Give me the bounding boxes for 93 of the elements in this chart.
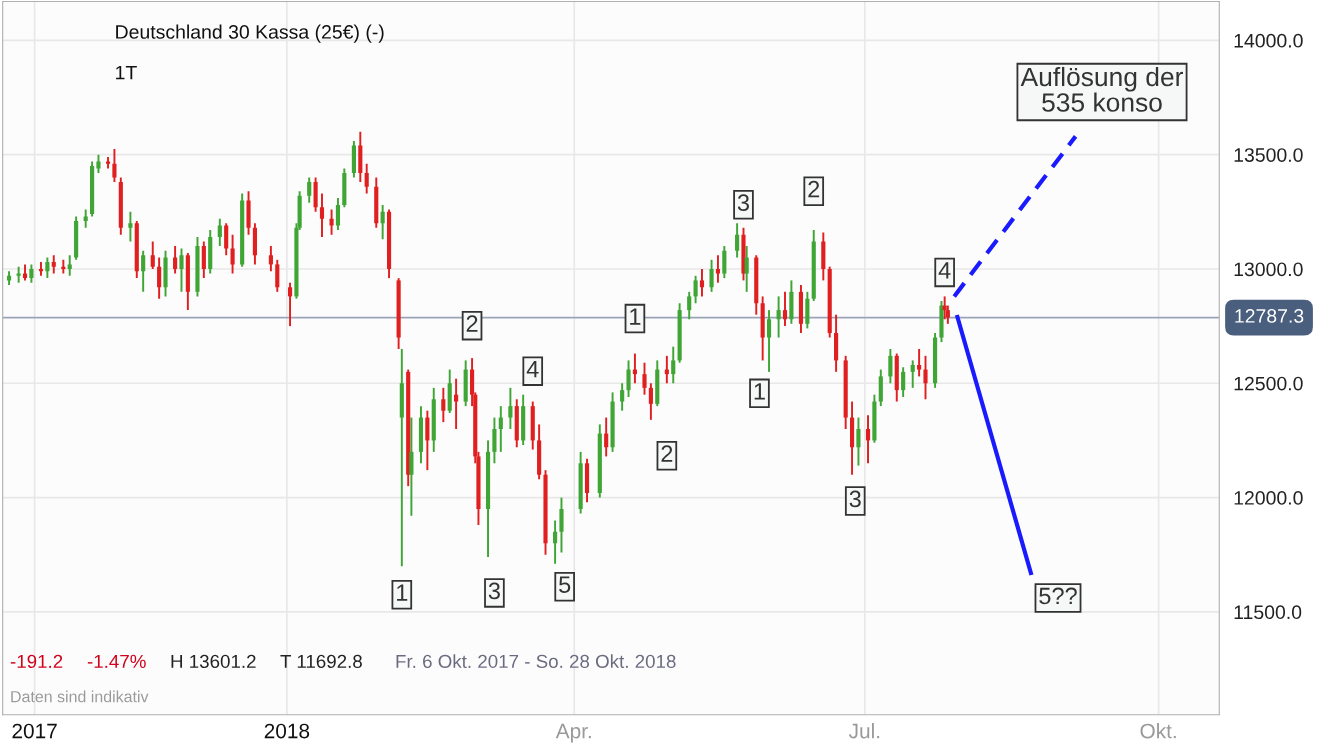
candlestick xyxy=(508,386,513,430)
candlestick xyxy=(268,245,273,273)
candlestick xyxy=(319,192,325,238)
candlestick xyxy=(715,254,721,284)
candlestick xyxy=(275,258,280,293)
candlestick xyxy=(604,416,609,458)
candlestick xyxy=(699,268,705,298)
candlestick xyxy=(67,254,72,277)
candlestick xyxy=(364,162,369,195)
text: Deutschland 30 Kassa (25€) (-) xyxy=(116,24,384,43)
annotation: -191.2 xyxy=(10,654,63,669)
candlestick xyxy=(735,222,740,259)
candlestick xyxy=(307,176,312,204)
y-tick-label: 12500.0 xyxy=(1234,376,1303,391)
annotation: H 13601.2 xyxy=(171,654,256,669)
candlestick xyxy=(865,414,871,465)
y-tick-label: 11500.0 xyxy=(1234,605,1302,620)
candlestick xyxy=(693,274,698,305)
candlestick xyxy=(782,290,788,328)
annotation: Daten sind indikativ xyxy=(11,690,149,703)
candlestick xyxy=(335,197,341,232)
annotation: 1 xyxy=(754,383,765,400)
y-tick-label: 13500.0 xyxy=(1234,148,1303,162)
candlestick xyxy=(642,361,647,396)
candlestick xyxy=(83,208,88,229)
candlestick xyxy=(553,519,558,565)
candlestick xyxy=(409,416,414,517)
y-tick-label: 13000.0 xyxy=(1234,262,1303,277)
candlestick xyxy=(776,295,781,339)
candlestick xyxy=(128,210,133,243)
candlestick xyxy=(923,354,928,401)
annotation: 3 xyxy=(488,582,500,600)
annotation: 4 xyxy=(938,262,951,279)
candlestick xyxy=(201,240,206,280)
annotation: 1 xyxy=(397,584,408,601)
annotation: 5 xyxy=(559,576,571,594)
annotation: 2 xyxy=(808,180,820,198)
annotation: 2 xyxy=(661,445,673,462)
candlestick xyxy=(45,256,50,280)
candlestick xyxy=(150,240,155,270)
candlestick xyxy=(498,405,503,453)
candlestick xyxy=(671,345,676,385)
x-tick-label: 2017 xyxy=(12,723,57,739)
candlestick xyxy=(901,366,906,398)
y-tick-label: 12000.0 xyxy=(1234,491,1303,505)
candlestick xyxy=(29,263,34,284)
candlestick xyxy=(492,416,497,465)
candlestick xyxy=(141,249,146,293)
annotation: 3 xyxy=(737,194,750,212)
candlestick xyxy=(709,258,714,293)
candlestick xyxy=(620,382,625,412)
candlestick xyxy=(910,359,915,389)
candlestick xyxy=(179,247,184,293)
candlestick xyxy=(766,309,772,373)
candlestick xyxy=(454,377,459,430)
annotation: -1.47% xyxy=(87,654,146,668)
candlestick xyxy=(425,409,430,472)
candlestick xyxy=(744,245,749,293)
x-tick-label: Jul. xyxy=(848,723,880,739)
annotation: 4 xyxy=(526,361,539,378)
x-tick-label: Okt. xyxy=(1140,723,1176,739)
candlestick xyxy=(112,147,117,184)
candlestick xyxy=(917,348,922,378)
candlestick xyxy=(441,386,446,424)
candlestick xyxy=(217,217,222,248)
text: 1T xyxy=(116,65,137,80)
x-tick-label: Apr. xyxy=(555,723,591,743)
candlestick xyxy=(157,256,162,300)
candlestick xyxy=(559,496,564,554)
candlestick xyxy=(96,153,101,174)
candlestick xyxy=(888,348,893,385)
candlestick xyxy=(329,208,334,236)
candlestick xyxy=(173,245,178,275)
annotation: 3 xyxy=(849,490,861,508)
candlestick xyxy=(722,245,727,280)
candlestick xyxy=(626,359,631,398)
y-tick-label: 14000.0 xyxy=(1234,33,1303,48)
x-tick-label: 2018 xyxy=(264,723,310,739)
annotation: T 11692.8 xyxy=(280,654,362,669)
annotation: 5?? xyxy=(1039,587,1077,605)
candlestick xyxy=(224,222,229,257)
candlestick xyxy=(51,254,56,275)
ref-line-label: 12787.3 xyxy=(1235,309,1304,323)
annotation: Fr. 6 Okt. 2017 - So. 28 Okt. 2018 xyxy=(396,654,676,669)
candlestick xyxy=(287,281,293,328)
annotation: 1 xyxy=(630,308,641,325)
candlestick xyxy=(380,203,385,241)
candlestick xyxy=(230,233,235,275)
candlestick xyxy=(856,416,861,467)
candlestick xyxy=(648,382,653,421)
annotation: 2 xyxy=(466,315,478,332)
candlestick xyxy=(687,290,692,321)
annotation: Auflösung der 535 konso xyxy=(1020,66,1183,112)
